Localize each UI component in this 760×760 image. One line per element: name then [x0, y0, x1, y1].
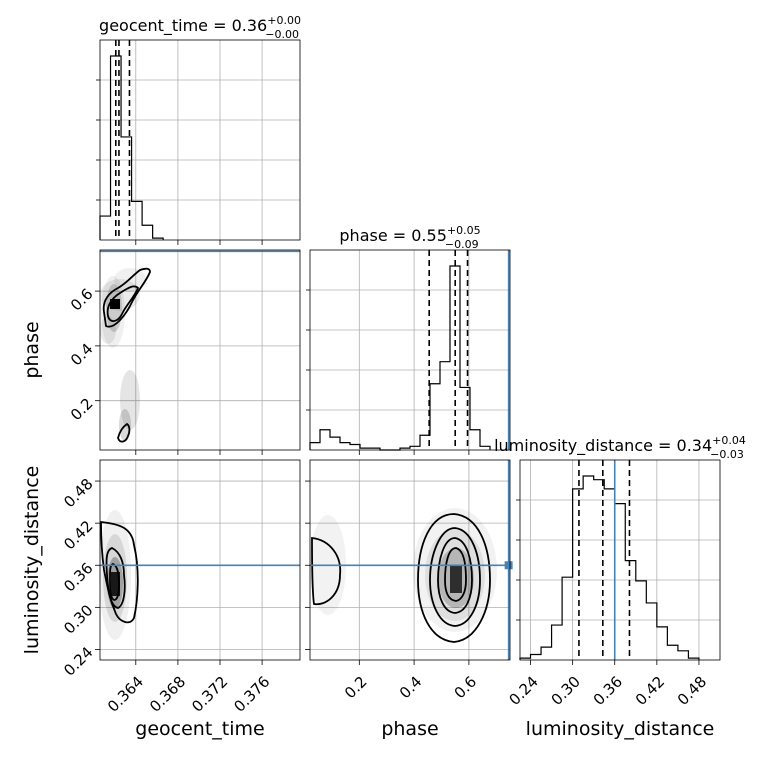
contours-phase-ld: [311, 513, 491, 643]
contour-inner: [106, 285, 140, 322]
panel-title-phase: phase = 0.55+0.05−0.09: [339, 224, 480, 251]
panel-title: phase = 0.55+0.05: [339, 224, 480, 245]
panel-title: luminosity_distance = 0.34+0.04: [494, 434, 746, 456]
panel-frame-1-1: [309, 249, 511, 451]
y-tick-label: 0.24: [60, 643, 96, 679]
title-value: luminosity_distance = 0.34: [494, 436, 712, 456]
histogram-luminosity_distance: [519, 475, 700, 660]
panel-title-luminosity_distance: luminosity_distance = 0.34+0.04−0.03: [494, 434, 746, 461]
title-minus: −0.03: [710, 448, 744, 461]
x-tick-label: 0.48: [674, 673, 710, 709]
y-tick-label: 0.30: [60, 601, 96, 637]
density-geocent-phase: [100, 268, 146, 441]
truth-marker: [504, 561, 513, 570]
x-tick-label: 0.30: [548, 673, 584, 709]
x-tick-label: 0.364: [104, 673, 147, 716]
grid-1-1: [310, 250, 510, 450]
title-value: geocent_time = 0.36: [99, 16, 267, 36]
contour-mid-2: [437, 537, 473, 614]
x-tick-label: 0.368: [146, 673, 189, 716]
contour-left: [311, 536, 342, 606]
frames-layer: [95, 39, 721, 665]
x-axis-label: luminosity_distance: [526, 718, 715, 740]
panel-title-geocent_time: geocent_time = 0.36+0.00−0.00: [99, 14, 301, 41]
grid-layer: [100, 40, 720, 660]
x-axis-label: geocent_time: [135, 718, 264, 740]
panel-frame-2-2: [519, 459, 721, 661]
x-tick-label: 0.372: [188, 673, 231, 716]
density-phase-ld: [310, 508, 497, 632]
x-axis-label: phase: [381, 718, 438, 740]
x-tick-label: 0.2: [341, 673, 371, 703]
title-plus: +0.05: [447, 224, 481, 237]
contour-lower: [117, 422, 131, 443]
y-tick-label: 0.2: [67, 394, 97, 424]
title-minus: −0.00: [265, 28, 299, 41]
contour-mid-1: [429, 527, 481, 627]
title-minus: −0.09: [445, 238, 479, 251]
grid-1-0: [100, 250, 300, 450]
title-plus: +0.00: [267, 14, 301, 27]
x-tick-label: 0.42: [632, 673, 668, 709]
contour-outer: [102, 267, 151, 328]
y-tick-label: 0.48: [60, 475, 96, 511]
x-tick-label: 0.24: [505, 673, 541, 709]
x-tick-label: 0.4: [396, 673, 426, 703]
y-tick-label: 0.4: [67, 340, 97, 370]
density-layer: [99, 267, 497, 643]
panel-title: geocent_time = 0.36+0.00: [99, 14, 301, 36]
y-axis-label: phase: [21, 321, 43, 378]
x-tick-label: 0.6: [451, 673, 481, 703]
contour-outer: [100, 521, 139, 624]
panel-frame-2-1: [309, 459, 511, 661]
panel-frame-0-0: [99, 39, 301, 241]
grid-0-0: [100, 40, 300, 240]
histogram-geocent_time: [99, 55, 164, 240]
y-tick-label: 0.6: [67, 285, 97, 315]
y-tick-label: 0.42: [60, 517, 96, 553]
title-value: phase = 0.55: [339, 226, 446, 245]
panel-frame-2-0: [99, 459, 301, 661]
grid-2-2: [520, 460, 720, 660]
contour-inner: [444, 547, 467, 602]
y-axis-label: luminosity_distance: [21, 466, 43, 655]
chart-marks-layer: [99, 40, 700, 660]
y-tick-label: 0.36: [60, 559, 96, 595]
contour-outer: [417, 513, 491, 643]
histogram-phase: [309, 265, 491, 451]
contour-inner: [109, 563, 120, 601]
x-tick-label: 0.36: [590, 673, 626, 709]
title-plus: +0.04: [712, 434, 746, 447]
contours-geocent-phase: [102, 267, 151, 443]
x-tick-label: 0.376: [230, 673, 273, 716]
panel-frame-1-0: [99, 249, 301, 451]
